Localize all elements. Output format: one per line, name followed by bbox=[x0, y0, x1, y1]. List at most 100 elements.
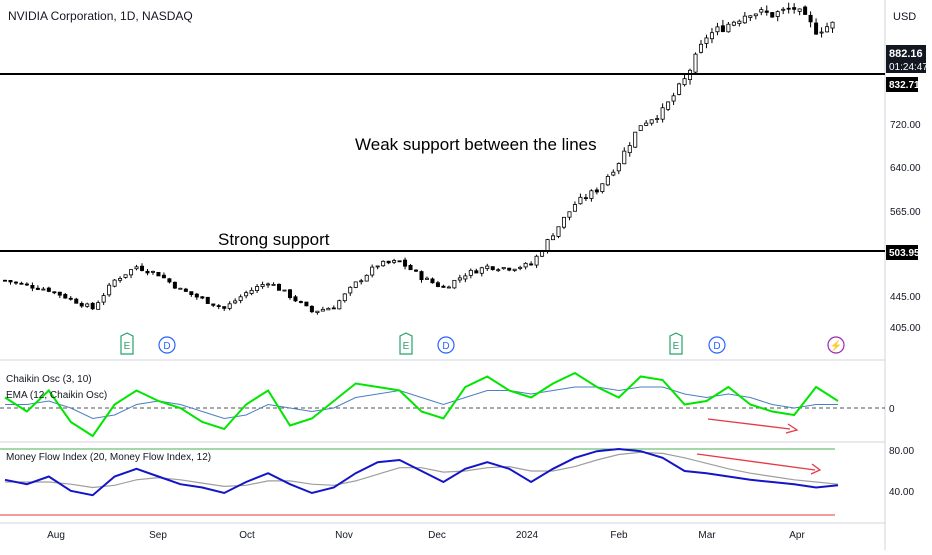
candle-body[interactable] bbox=[825, 26, 830, 33]
candle-body[interactable] bbox=[205, 296, 210, 304]
candle-body[interactable] bbox=[161, 274, 166, 279]
candle-body[interactable] bbox=[424, 277, 429, 280]
candle-body[interactable] bbox=[19, 282, 24, 285]
candle-body[interactable] bbox=[74, 298, 79, 304]
candle-body[interactable] bbox=[414, 269, 419, 272]
candle-body[interactable] bbox=[457, 277, 462, 281]
candle-body[interactable] bbox=[435, 282, 440, 287]
candle-body[interactable] bbox=[315, 310, 320, 314]
candle-body[interactable] bbox=[266, 283, 271, 286]
candle-body[interactable] bbox=[337, 300, 342, 310]
candle-body[interactable] bbox=[13, 281, 18, 284]
candle-body[interactable] bbox=[468, 269, 473, 276]
candle-body[interactable] bbox=[781, 8, 786, 11]
candle-body[interactable] bbox=[107, 284, 112, 296]
candle-body[interactable] bbox=[24, 283, 29, 286]
candle-body[interactable] bbox=[660, 107, 665, 120]
candle-body[interactable] bbox=[808, 14, 813, 23]
candle-body[interactable] bbox=[30, 285, 35, 289]
candle-body[interactable] bbox=[150, 270, 155, 273]
candle-body[interactable] bbox=[96, 302, 101, 310]
candle-body[interactable] bbox=[381, 260, 386, 267]
candle-body[interactable] bbox=[227, 303, 232, 309]
candle-body[interactable] bbox=[216, 305, 221, 307]
candle-body[interactable] bbox=[282, 289, 287, 292]
candle-body[interactable] bbox=[452, 279, 457, 289]
candle-body[interactable] bbox=[309, 305, 314, 313]
candle-body[interactable] bbox=[797, 8, 802, 12]
candle-body[interactable] bbox=[764, 10, 769, 13]
candle-body[interactable] bbox=[605, 176, 610, 186]
candle-body[interactable] bbox=[364, 274, 369, 282]
candle-body[interactable] bbox=[720, 25, 725, 32]
candle-body[interactable] bbox=[359, 280, 364, 283]
candle-body[interactable] bbox=[222, 306, 227, 309]
candle-body[interactable] bbox=[287, 289, 292, 298]
earnings-marker[interactable]: E bbox=[669, 332, 683, 355]
candle-body[interactable] bbox=[446, 286, 451, 289]
candle-body[interactable] bbox=[85, 303, 90, 307]
candle-body[interactable] bbox=[375, 265, 380, 268]
candle-body[interactable] bbox=[474, 270, 479, 274]
candle-body[interactable] bbox=[507, 267, 512, 271]
dividend-marker[interactable]: D bbox=[437, 336, 455, 354]
candle-body[interactable] bbox=[803, 6, 808, 15]
candle-body[interactable] bbox=[118, 278, 123, 281]
candle-body[interactable] bbox=[370, 266, 375, 276]
candle-body[interactable] bbox=[644, 122, 649, 126]
candle-body[interactable] bbox=[167, 278, 172, 283]
candle-body[interactable] bbox=[616, 163, 621, 172]
candle-body[interactable] bbox=[189, 291, 194, 295]
candle-body[interactable] bbox=[633, 131, 638, 148]
earnings-marker[interactable]: E bbox=[399, 332, 413, 355]
candle-body[interactable] bbox=[561, 216, 566, 228]
candle-body[interactable] bbox=[693, 53, 698, 73]
candle-body[interactable] bbox=[271, 283, 276, 286]
candle-body[interactable] bbox=[386, 260, 391, 264]
dividend-marker[interactable]: D bbox=[158, 336, 176, 354]
candle-body[interactable] bbox=[759, 9, 764, 13]
candle-body[interactable] bbox=[52, 291, 57, 294]
candle-body[interactable] bbox=[819, 31, 824, 34]
candle-body[interactable] bbox=[277, 283, 282, 291]
divergence-arrow-chaikin[interactable] bbox=[707, 418, 791, 430]
candle-body[interactable] bbox=[726, 23, 731, 33]
strong-support-annotation[interactable]: Strong support bbox=[218, 230, 330, 249]
candle-body[interactable] bbox=[211, 303, 216, 306]
weak-support-annotation[interactable]: Weak support between the lines bbox=[355, 135, 597, 154]
candle-body[interactable] bbox=[293, 296, 298, 302]
candle-body[interactable] bbox=[430, 278, 435, 284]
candle-body[interactable] bbox=[611, 171, 616, 176]
candle-body[interactable] bbox=[677, 83, 682, 95]
candle-body[interactable] bbox=[156, 271, 161, 277]
candle-body[interactable] bbox=[649, 119, 654, 124]
candle-body[interactable] bbox=[594, 189, 599, 193]
candle-body[interactable] bbox=[682, 78, 687, 86]
candle-body[interactable] bbox=[666, 101, 671, 110]
candle-body[interactable] bbox=[731, 21, 736, 26]
candle-body[interactable] bbox=[748, 15, 753, 18]
candle-body[interactable] bbox=[140, 265, 145, 271]
candle-body[interactable] bbox=[600, 183, 605, 192]
candle-body[interactable] bbox=[567, 211, 572, 218]
candle-body[interactable] bbox=[233, 300, 238, 304]
candle-body[interactable] bbox=[709, 32, 714, 40]
candle-body[interactable] bbox=[496, 269, 501, 272]
candle-body[interactable] bbox=[627, 145, 632, 154]
candle-body[interactable] bbox=[770, 12, 775, 18]
earnings-marker[interactable]: E bbox=[120, 332, 134, 355]
candle-body[interactable] bbox=[490, 266, 495, 271]
candle-body[interactable] bbox=[698, 43, 703, 53]
candle-body[interactable] bbox=[534, 255, 539, 266]
candle-body[interactable] bbox=[753, 13, 758, 17]
candle-body[interactable] bbox=[589, 190, 594, 199]
candle-body[interactable] bbox=[540, 250, 545, 257]
candle-body[interactable] bbox=[742, 15, 747, 24]
candle-body[interactable] bbox=[326, 307, 331, 311]
candle-body[interactable] bbox=[57, 291, 62, 296]
candle-body[interactable] bbox=[392, 260, 397, 263]
candle-body[interactable] bbox=[583, 197, 588, 200]
candle-body[interactable] bbox=[331, 307, 336, 310]
candle-body[interactable] bbox=[638, 125, 643, 131]
candle-body[interactable] bbox=[523, 262, 528, 268]
